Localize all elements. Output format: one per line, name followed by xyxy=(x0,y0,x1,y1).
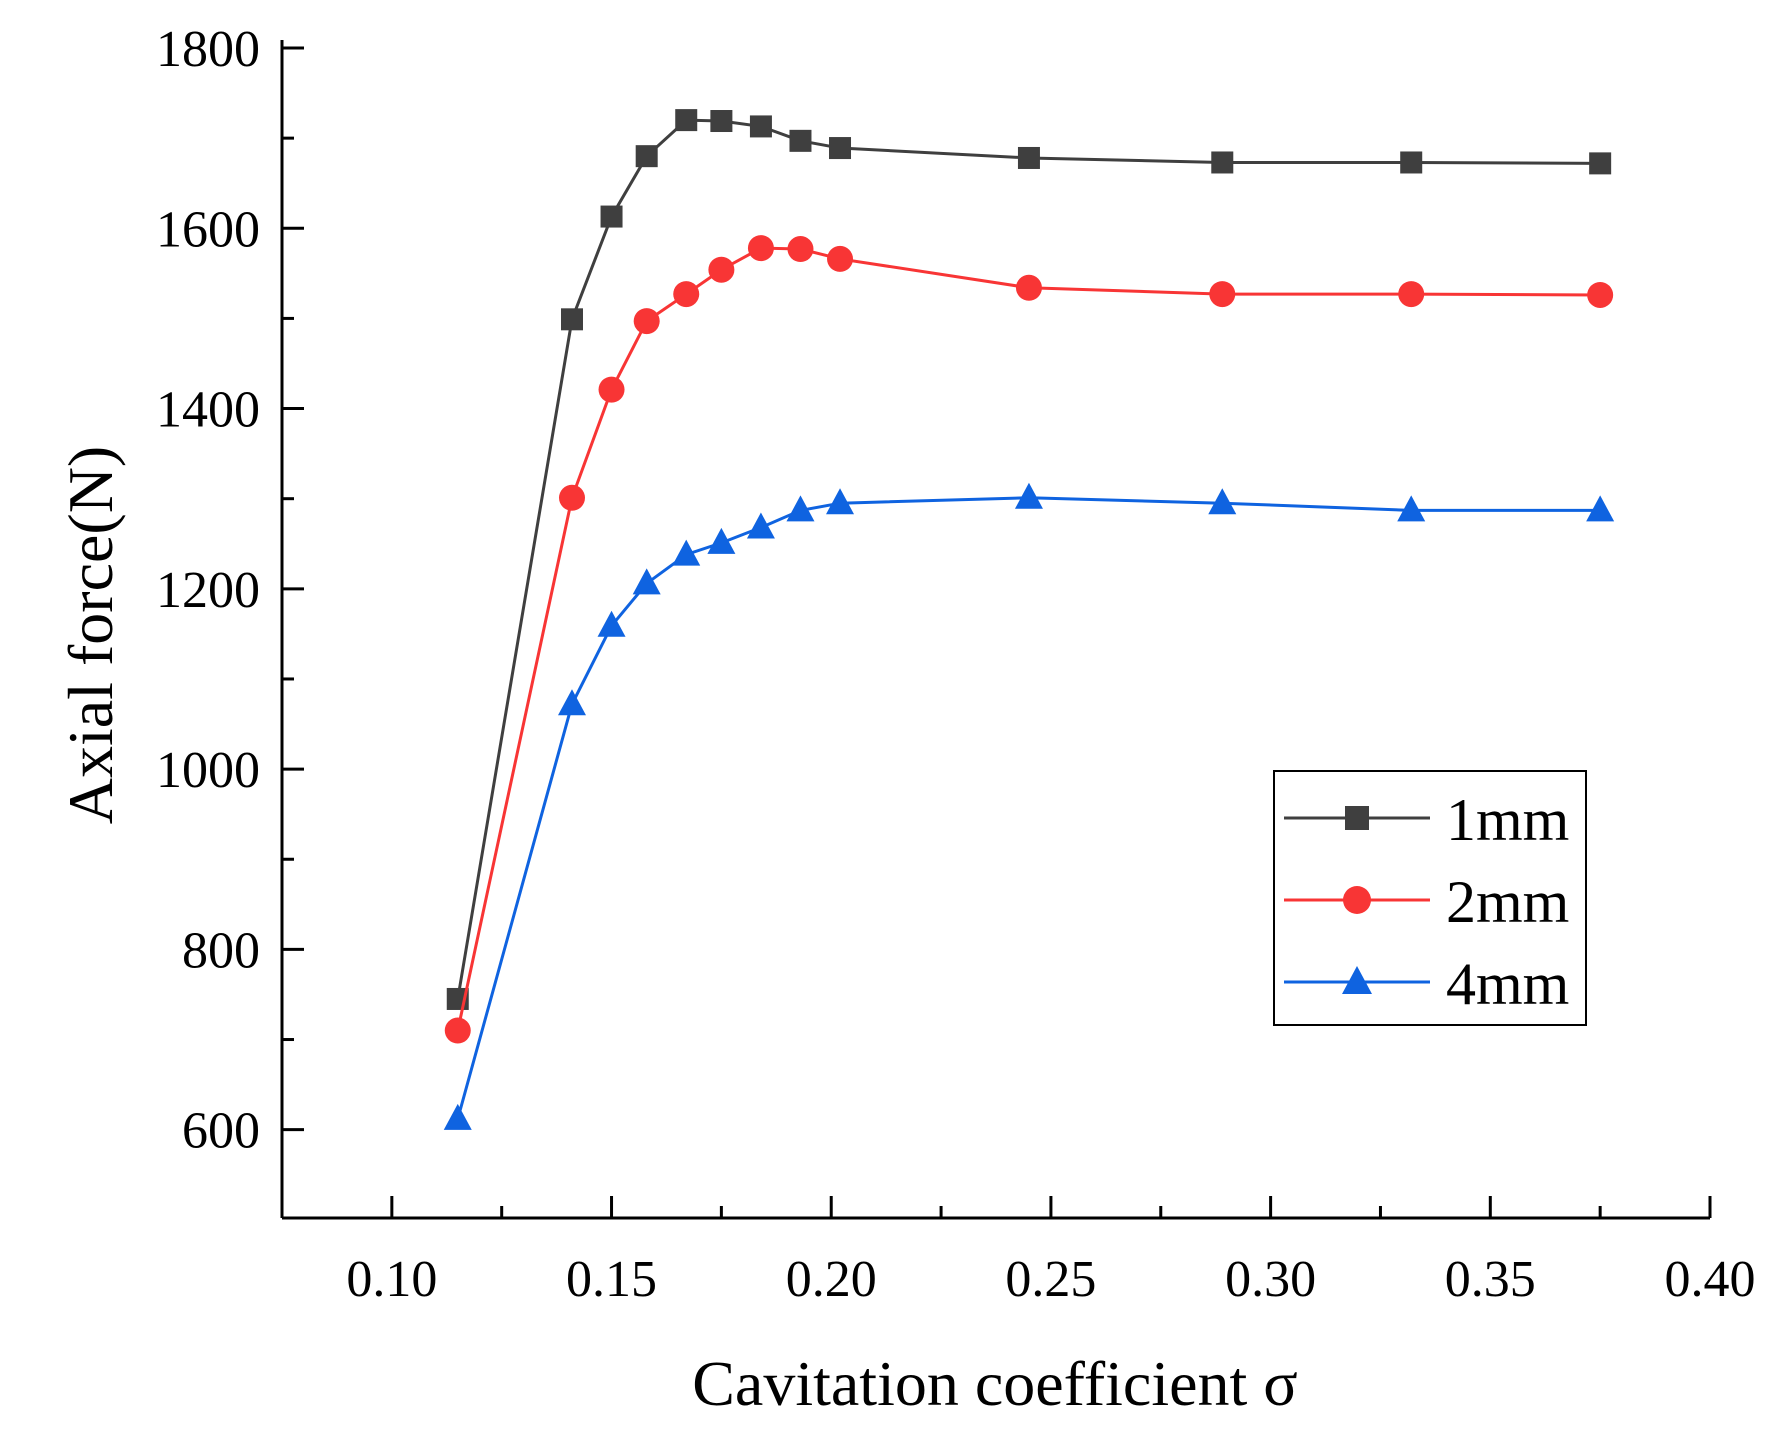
circle-marker xyxy=(598,376,625,403)
x-tick-label: 0.30 xyxy=(1225,1251,1316,1308)
legend-item-2mm: 2mm xyxy=(1284,869,1569,935)
square-marker xyxy=(789,129,812,152)
circle-marker xyxy=(708,256,735,283)
triangle-marker xyxy=(1397,495,1426,522)
triangle-marker xyxy=(707,527,736,554)
triangle-marker xyxy=(826,488,855,515)
triangle-marker xyxy=(597,610,626,637)
x-tick-label: 0.10 xyxy=(346,1251,437,1308)
circle-marker xyxy=(633,308,660,335)
square-marker xyxy=(829,137,852,160)
circle-marker xyxy=(673,281,700,308)
triangle-marker xyxy=(632,568,661,595)
legend-label: 4mm xyxy=(1446,951,1569,1017)
square-marker xyxy=(600,205,623,228)
x-tick-label: 0.20 xyxy=(786,1251,877,1308)
triangle-marker xyxy=(1208,488,1237,515)
circle-marker xyxy=(558,484,585,511)
y-tick-label: 600 xyxy=(182,1103,260,1160)
legend: 1mm 2mm 4mm xyxy=(1273,770,1587,1026)
triangle-marker xyxy=(557,689,586,716)
square-marker xyxy=(1589,152,1612,175)
square-marker xyxy=(675,109,698,132)
y-tick-label: 1600 xyxy=(156,201,260,258)
x-tick-label: 0.35 xyxy=(1445,1251,1536,1308)
x-tick-label: 0.40 xyxy=(1665,1251,1756,1308)
legend-label: 2mm xyxy=(1446,869,1569,935)
square-marker xyxy=(749,115,772,138)
x-tick-label: 0.15 xyxy=(566,1251,657,1308)
triangle-marker xyxy=(1014,482,1043,509)
square-marker xyxy=(1400,151,1423,174)
y-tick-label: 1400 xyxy=(156,382,260,439)
square-marker xyxy=(1211,151,1234,174)
y-tick-label: 1800 xyxy=(156,21,260,78)
triangle-marker xyxy=(1342,966,1372,994)
circle-marker xyxy=(444,1017,471,1044)
y-axis-label: Axial force(N) xyxy=(55,446,126,824)
series-4mm xyxy=(443,482,1615,1130)
legend-item-4mm: 4mm xyxy=(1284,951,1569,1017)
circle-marker xyxy=(747,235,774,262)
legend-label: 1mm xyxy=(1446,787,1569,853)
circle-marker xyxy=(1398,281,1425,308)
square-marker xyxy=(560,308,583,331)
circle-marker xyxy=(787,236,814,263)
axes: 600 800 1000 1200 1400 1600 1800 0.10 0.15 0.20 0.… xyxy=(156,21,1756,1308)
triangle-marker xyxy=(443,1103,472,1130)
circle-marker xyxy=(1587,281,1614,308)
square-marker xyxy=(1017,146,1040,169)
triangle-marker xyxy=(746,512,775,539)
series-2mm xyxy=(444,235,1614,1044)
triangle-marker xyxy=(672,539,701,566)
legend-item-1mm: 1mm xyxy=(1284,787,1569,853)
square-marker xyxy=(635,145,658,168)
y-tick-label: 1000 xyxy=(156,742,260,799)
square-marker xyxy=(1345,806,1369,830)
circle-marker xyxy=(1343,886,1371,914)
triangle-marker xyxy=(1586,495,1615,522)
circle-marker xyxy=(827,245,854,272)
square-marker xyxy=(710,110,733,133)
circle-marker xyxy=(1015,274,1042,301)
y-tick-label: 800 xyxy=(182,922,260,979)
triangle-marker xyxy=(786,495,815,522)
series-group xyxy=(443,109,1615,1130)
circle-marker xyxy=(1209,281,1236,308)
x-tick-label: 0.25 xyxy=(1005,1251,1096,1308)
y-tick-label: 1200 xyxy=(156,562,260,619)
x-axis-label: Cavitation coefficient σ xyxy=(692,1348,1298,1419)
